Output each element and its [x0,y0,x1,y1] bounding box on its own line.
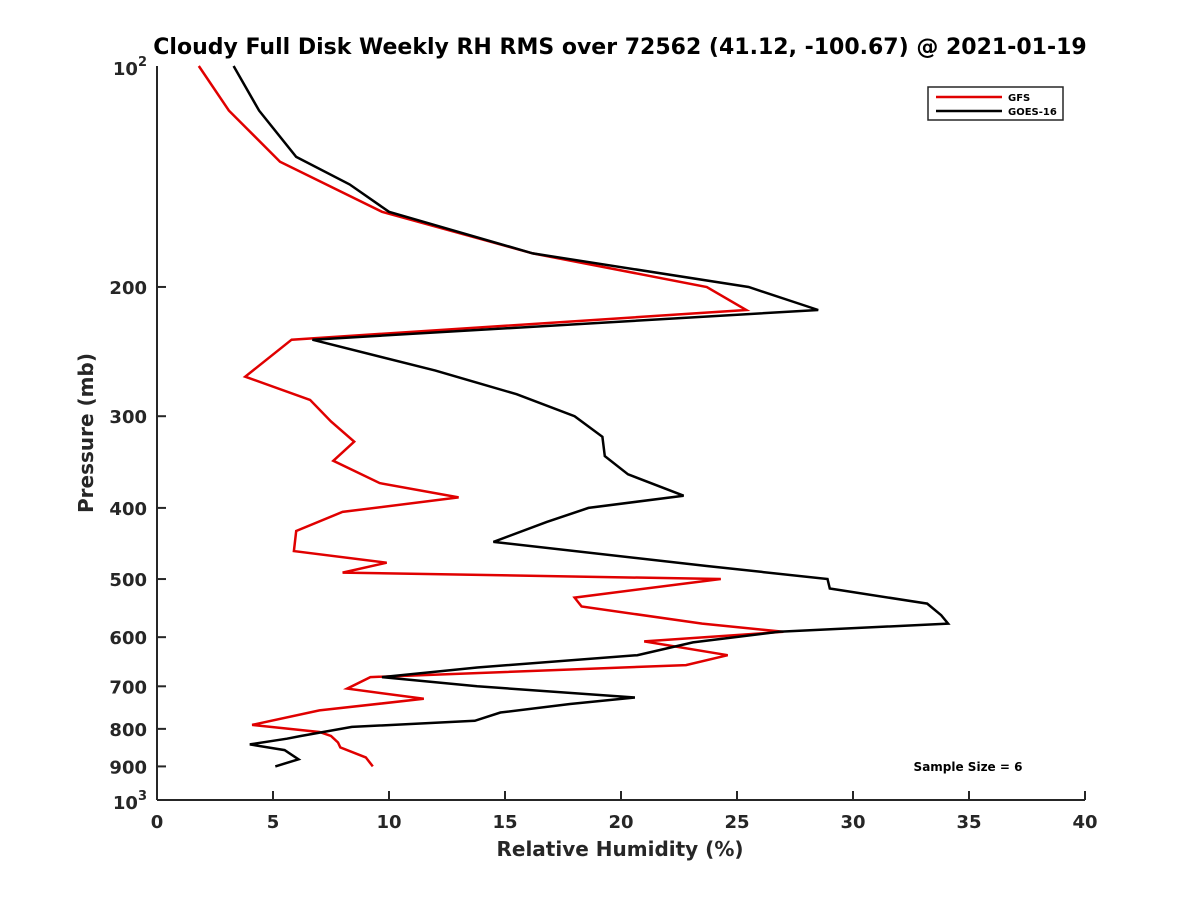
axes: 0 5 10 15 20 25 30 35 40 200 300 400 500 600 700 800 900… [109,55,1097,833]
chart-title: Cloudy Full Disk Weekly RH RMS over 7256… [153,35,1086,60]
x-tick-label: 20 [608,812,633,833]
x-tick-label: 0 [151,812,164,833]
legend-label-goes-16: GOES-16 [1008,107,1057,118]
x-tick-label: 35 [956,812,981,833]
series-line-gfs [197,65,784,768]
y-tick-label: 300 [109,407,147,428]
x-tick-label: 15 [492,812,517,833]
y-tick-label: 600 [109,628,147,649]
legend-box [927,86,1064,121]
legend: GFS GOES-16 [927,86,1064,121]
x-tick-label: 10 [376,812,401,833]
y-tick-label-power: 102 [113,55,147,80]
y-tick-label: 200 [109,278,147,299]
x-axis-label: Relative Humidity (%) [496,837,743,861]
legend-label-gfs: GFS [1008,93,1030,104]
x-tick-label: 25 [724,812,749,833]
x-tick-label: 5 [267,812,280,833]
y-tick-label: 500 [109,570,147,591]
series-lines [197,65,951,768]
sample-size-annotation: Sample Size = 6 [914,760,1023,774]
y-tick-label: 700 [109,677,147,698]
y-tick-label: 400 [109,499,147,520]
x-tick-label: 40 [1072,812,1097,833]
x-tick-label: 30 [840,812,865,833]
y-tick-label-power: 103 [113,789,147,814]
y-axis-label: Pressure (mb) [74,353,98,513]
y-tick-label: 800 [109,720,147,741]
series-line-goes-16 [232,65,951,768]
y-tick-label: 900 [109,757,147,778]
